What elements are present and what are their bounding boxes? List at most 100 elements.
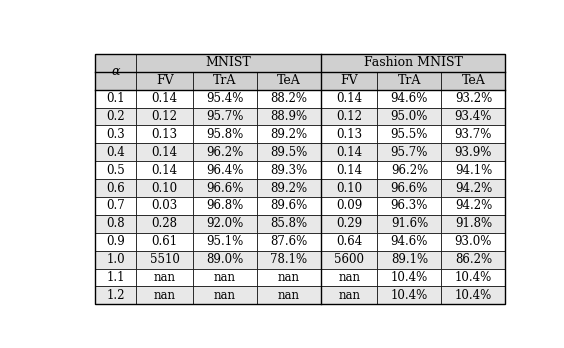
- Text: 5600: 5600: [334, 253, 364, 266]
- Text: 0.14: 0.14: [152, 92, 178, 105]
- Bar: [136, 215, 193, 233]
- Text: TrA: TrA: [398, 74, 421, 87]
- Text: 1.2: 1.2: [106, 289, 125, 302]
- Bar: [257, 108, 321, 125]
- Text: nan: nan: [214, 271, 236, 284]
- Bar: [193, 72, 257, 90]
- Bar: [257, 286, 321, 304]
- Bar: [257, 125, 321, 143]
- Bar: [136, 108, 193, 125]
- Text: 94.2%: 94.2%: [455, 182, 492, 195]
- Bar: [95, 286, 136, 304]
- Bar: [321, 125, 377, 143]
- Text: 95.4%: 95.4%: [206, 92, 244, 105]
- Bar: [321, 286, 377, 304]
- Text: 91.8%: 91.8%: [455, 218, 492, 230]
- Bar: [136, 72, 193, 90]
- Text: 95.0%: 95.0%: [391, 110, 428, 123]
- Bar: [95, 215, 136, 233]
- Text: 0.28: 0.28: [152, 218, 178, 230]
- Bar: [193, 197, 257, 215]
- Text: TrA: TrA: [213, 74, 237, 87]
- Bar: [193, 161, 257, 179]
- Bar: [95, 161, 136, 179]
- Bar: [377, 215, 442, 233]
- Text: TeA: TeA: [461, 74, 485, 87]
- Text: 88.9%: 88.9%: [270, 110, 307, 123]
- Text: 92.0%: 92.0%: [206, 218, 244, 230]
- Text: nan: nan: [154, 271, 176, 284]
- Text: 0.13: 0.13: [152, 128, 178, 141]
- Text: 10.4%: 10.4%: [391, 289, 428, 302]
- Bar: [321, 233, 377, 251]
- Bar: [136, 251, 193, 269]
- Bar: [193, 179, 257, 197]
- Bar: [95, 197, 136, 215]
- Bar: [257, 72, 321, 90]
- Text: 0.8: 0.8: [106, 218, 125, 230]
- Bar: [193, 125, 257, 143]
- Text: nan: nan: [338, 289, 360, 302]
- Bar: [442, 269, 505, 286]
- Text: 0.4: 0.4: [106, 146, 125, 159]
- Text: 94.2%: 94.2%: [455, 199, 492, 212]
- Text: 88.2%: 88.2%: [271, 92, 307, 105]
- Text: MNIST: MNIST: [206, 56, 252, 69]
- Bar: [377, 251, 442, 269]
- Text: 95.7%: 95.7%: [391, 146, 428, 159]
- Bar: [442, 125, 505, 143]
- Text: 86.2%: 86.2%: [455, 253, 492, 266]
- Bar: [257, 215, 321, 233]
- Text: 96.3%: 96.3%: [391, 199, 428, 212]
- Bar: [257, 197, 321, 215]
- Text: Fashion MNIST: Fashion MNIST: [364, 56, 462, 69]
- Text: 93.2%: 93.2%: [455, 92, 492, 105]
- Text: 89.3%: 89.3%: [270, 164, 307, 177]
- Bar: [136, 161, 193, 179]
- Text: nan: nan: [338, 271, 360, 284]
- Text: 1.0: 1.0: [106, 253, 125, 266]
- Text: 0.03: 0.03: [152, 199, 178, 212]
- Bar: [321, 72, 377, 90]
- Bar: [321, 215, 377, 233]
- Text: 0.14: 0.14: [152, 146, 178, 159]
- Text: 10.4%: 10.4%: [391, 271, 428, 284]
- Text: 0.14: 0.14: [152, 164, 178, 177]
- Bar: [193, 286, 257, 304]
- Bar: [377, 108, 442, 125]
- Bar: [95, 251, 136, 269]
- Bar: [257, 161, 321, 179]
- Text: nan: nan: [278, 271, 300, 284]
- Bar: [321, 161, 377, 179]
- Bar: [95, 269, 136, 286]
- Bar: [257, 143, 321, 161]
- Bar: [95, 233, 136, 251]
- Text: 0.14: 0.14: [336, 164, 362, 177]
- Text: 0.5: 0.5: [106, 164, 125, 177]
- Bar: [377, 72, 442, 90]
- Bar: [377, 143, 442, 161]
- Text: 95.5%: 95.5%: [391, 128, 428, 141]
- Bar: [442, 89, 505, 108]
- Text: nan: nan: [278, 289, 300, 302]
- Bar: [95, 125, 136, 143]
- Bar: [193, 89, 257, 108]
- Bar: [136, 54, 321, 72]
- Bar: [442, 251, 505, 269]
- Text: 89.2%: 89.2%: [270, 128, 307, 141]
- Bar: [377, 89, 442, 108]
- Text: 89.1%: 89.1%: [391, 253, 428, 266]
- Bar: [442, 108, 505, 125]
- Text: 0.09: 0.09: [336, 199, 362, 212]
- Bar: [136, 179, 193, 197]
- Text: FV: FV: [156, 74, 174, 87]
- Bar: [193, 215, 257, 233]
- Text: α: α: [111, 65, 120, 78]
- Text: 96.4%: 96.4%: [206, 164, 244, 177]
- Text: 94.1%: 94.1%: [455, 164, 492, 177]
- Text: 85.8%: 85.8%: [270, 218, 307, 230]
- Bar: [95, 108, 136, 125]
- Text: 95.8%: 95.8%: [206, 128, 244, 141]
- Bar: [377, 233, 442, 251]
- Bar: [136, 125, 193, 143]
